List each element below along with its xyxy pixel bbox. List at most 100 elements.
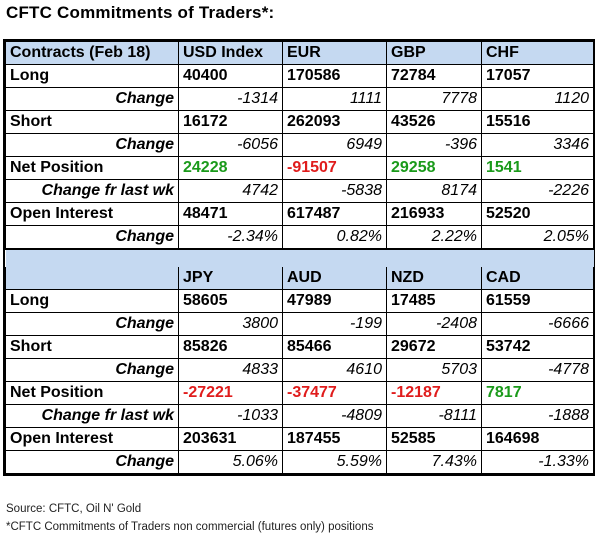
value-cell: 3800 bbox=[178, 312, 283, 336]
header-cell: AUD bbox=[282, 267, 387, 290]
page-title: CFTC Commitments of Traders*: bbox=[6, 3, 275, 22]
header-cell: CHF bbox=[481, 41, 594, 65]
open-interest-row: Open Interest 203631 187455 52585 164698 bbox=[5, 427, 594, 451]
value-cell: -199 bbox=[282, 312, 387, 336]
value-cell: -37477 bbox=[282, 381, 387, 405]
header-cell: JPY bbox=[178, 267, 283, 290]
value-cell: 16172 bbox=[178, 110, 283, 134]
header-row: Contracts (Feb 18) USD Index EUR GBP CHF bbox=[5, 41, 594, 65]
row-label: Change bbox=[5, 312, 179, 336]
value-cell: -91507 bbox=[282, 156, 387, 180]
value-cell: -2226 bbox=[481, 179, 594, 203]
row-label: Long bbox=[5, 289, 179, 313]
value-cell: 7778 bbox=[386, 87, 482, 111]
oi-change-row: Change -2.34% 0.82% 2.22% 2.05% bbox=[5, 225, 594, 250]
open-interest-row: Open Interest 48471 617487 216933 52520 bbox=[5, 202, 594, 226]
value-cell: -12187 bbox=[386, 381, 482, 405]
row-label: Change fr last wk bbox=[5, 179, 179, 203]
value-cell: -2.34% bbox=[178, 225, 283, 250]
value-cell: 58605 bbox=[178, 289, 283, 313]
value-cell: 7817 bbox=[481, 381, 594, 405]
value-cell: 4833 bbox=[178, 358, 283, 382]
source-note: Source: CFTC, Oil N' Gold bbox=[6, 503, 142, 515]
oi-change-row: Change 5.06% 5.59% 7.43% -1.33% bbox=[5, 450, 594, 474]
value-cell: 47989 bbox=[282, 289, 387, 313]
value-cell: 617487 bbox=[282, 202, 387, 226]
header-cell: EUR bbox=[282, 41, 387, 65]
value-cell: -6666 bbox=[481, 312, 594, 336]
row-label: Net Position bbox=[5, 156, 179, 180]
value-cell: 85826 bbox=[178, 335, 283, 359]
short-row: Short 85826 85466 29672 53742 bbox=[5, 335, 594, 359]
value-cell: 29672 bbox=[386, 335, 482, 359]
value-cell: 216933 bbox=[386, 202, 482, 226]
value-cell: 5.59% bbox=[282, 450, 387, 474]
value-cell: 262093 bbox=[282, 110, 387, 134]
value-cell: -8111 bbox=[386, 404, 482, 428]
header-cell: NZD bbox=[386, 267, 482, 290]
short-change-row: Change -6056 6949 -396 3346 bbox=[5, 133, 594, 157]
value-cell: 43526 bbox=[386, 110, 482, 134]
long-change-row: Change 3800 -199 -2408 -6666 bbox=[5, 312, 594, 336]
row-label: Open Interest bbox=[5, 202, 179, 226]
net-change-row: Change fr last wk -1033 -4809 -8111 -188… bbox=[5, 404, 594, 428]
value-cell: -1888 bbox=[481, 404, 594, 428]
cot-table: Contracts (Feb 18) USD Index EUR GBP CHF… bbox=[3, 39, 595, 476]
value-cell: 7.43% bbox=[386, 450, 482, 474]
value-cell: 17485 bbox=[386, 289, 482, 313]
value-cell: 8174 bbox=[386, 179, 482, 203]
value-cell: 3346 bbox=[481, 133, 594, 157]
row-label: Change bbox=[5, 358, 179, 382]
value-cell: 52585 bbox=[386, 427, 482, 451]
value-cell: 5.06% bbox=[178, 450, 283, 474]
value-cell: 48471 bbox=[178, 202, 283, 226]
row-label: Change bbox=[5, 225, 179, 250]
value-cell: 6949 bbox=[282, 133, 387, 157]
net-position-row: Net Position 24228 -91507 29258 1541 bbox=[5, 156, 594, 180]
value-cell: -27221 bbox=[178, 381, 283, 405]
value-cell: 2.05% bbox=[481, 225, 594, 250]
value-cell: 2.22% bbox=[386, 225, 482, 250]
long-row: Long 40400 170586 72784 17057 bbox=[5, 64, 594, 88]
row-label: Change bbox=[5, 87, 179, 111]
value-cell: 53742 bbox=[481, 335, 594, 359]
value-cell: 0.82% bbox=[282, 225, 387, 250]
value-cell: -5838 bbox=[282, 179, 387, 203]
value-cell: 17057 bbox=[481, 64, 594, 88]
value-cell: -2408 bbox=[386, 312, 482, 336]
short-row: Short 16172 262093 43526 15516 bbox=[5, 110, 594, 134]
value-cell: 1111 bbox=[282, 87, 387, 111]
row-label: Change bbox=[5, 450, 179, 474]
header-row: JPY AUD NZD CAD bbox=[5, 267, 594, 290]
value-cell: 15516 bbox=[481, 110, 594, 134]
value-cell: 4610 bbox=[282, 358, 387, 382]
header-cell: Contracts (Feb 18) bbox=[5, 41, 179, 65]
value-cell: -1033 bbox=[178, 404, 283, 428]
row-label: Open Interest bbox=[5, 427, 179, 451]
long-row: Long 58605 47989 17485 61559 bbox=[5, 289, 594, 313]
value-cell: -396 bbox=[386, 133, 482, 157]
row-label: Short bbox=[5, 335, 179, 359]
row-label: Change fr last wk bbox=[5, 404, 179, 428]
header-cell: USD Index bbox=[178, 41, 283, 65]
value-cell: -1314 bbox=[178, 87, 283, 111]
header-cell: GBP bbox=[386, 41, 482, 65]
value-cell: 164698 bbox=[481, 427, 594, 451]
value-cell: 24228 bbox=[178, 156, 283, 180]
value-cell: -4809 bbox=[282, 404, 387, 428]
row-label: Long bbox=[5, 64, 179, 88]
value-cell: 1541 bbox=[481, 156, 594, 180]
row-label: Net Position bbox=[5, 381, 179, 405]
value-cell: 61559 bbox=[481, 289, 594, 313]
long-change-row: Change -1314 1111 7778 1120 bbox=[5, 87, 594, 111]
value-cell: 52520 bbox=[481, 202, 594, 226]
header-cell: CAD bbox=[481, 267, 594, 290]
section-divider bbox=[5, 248, 594, 267]
value-cell: 5703 bbox=[386, 358, 482, 382]
value-cell: 203631 bbox=[178, 427, 283, 451]
value-cell: -4778 bbox=[481, 358, 594, 382]
net-position-row: Net Position -27221 -37477 -12187 7817 bbox=[5, 381, 594, 405]
row-label: Change bbox=[5, 133, 179, 157]
value-cell: 29258 bbox=[386, 156, 482, 180]
value-cell: -6056 bbox=[178, 133, 283, 157]
